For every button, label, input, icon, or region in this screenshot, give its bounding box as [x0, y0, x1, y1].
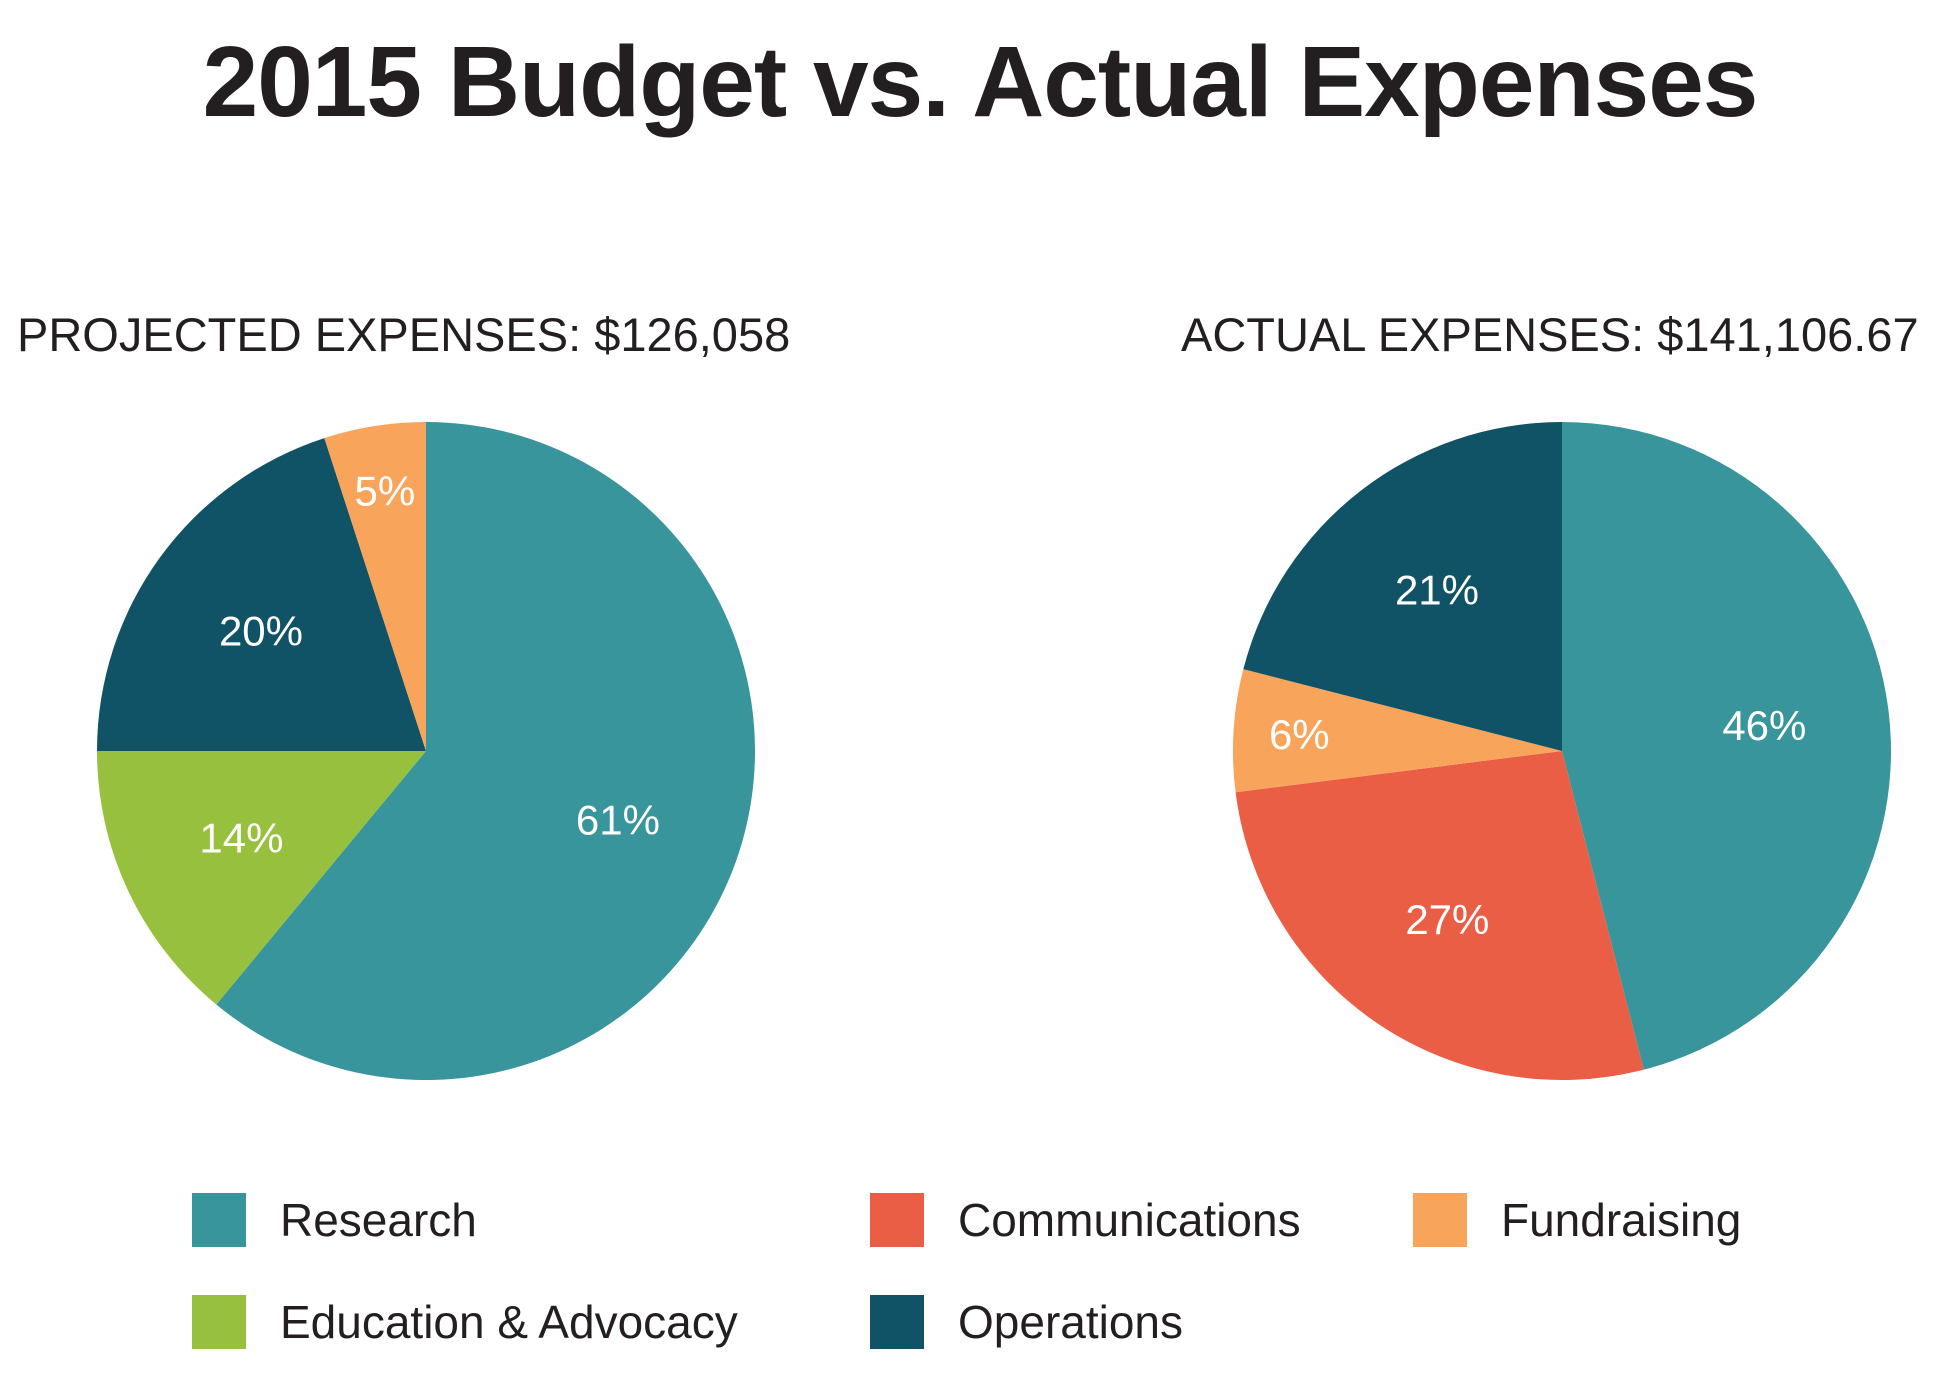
- legend-label-fundraising: Fundraising: [1501, 1194, 1742, 1246]
- projected-slice-research: [216, 422, 756, 1080]
- projected-expenses-pie: 61% 14% 20% 5%: [97, 422, 756, 1080]
- legend-label-education-advocacy: Education & Advocacy: [280, 1296, 738, 1348]
- actual-label-fundraising: 6%: [1269, 711, 1330, 758]
- legend-item-education-advocacy: Education & Advocacy: [192, 1292, 738, 1352]
- actual-slice-fundraising: [1233, 669, 1562, 793]
- projected-label-operations: 20%: [219, 608, 303, 655]
- legend-item-fundraising: Fundraising: [1413, 1190, 1741, 1250]
- actual-label-communications: 27%: [1405, 896, 1489, 943]
- legend-item-communications: Communications: [870, 1190, 1301, 1250]
- projected-slice-education-advocacy: [97, 751, 426, 1005]
- legend-swatch-communications: [870, 1193, 924, 1247]
- legend-label-communications: Communications: [958, 1194, 1301, 1246]
- actual-expenses-title: ACTUAL EXPENSES: $141,106.67: [1181, 308, 1919, 361]
- actual-expenses-pie: 46% 27% 6% 21%: [1233, 422, 1892, 1080]
- projected-slice-operations: [97, 438, 426, 751]
- legend-swatch-research: [192, 1193, 246, 1247]
- projected-label-research: 61%: [576, 797, 660, 844]
- actual-label-operations: 21%: [1395, 566, 1479, 613]
- legend-label-operations: Operations: [958, 1296, 1184, 1348]
- projected-slice-fundraising: [324, 422, 426, 751]
- legend-swatch-operations: [870, 1295, 924, 1349]
- chart-title: 2015 Budget vs. Actual Expenses: [202, 26, 1759, 138]
- legend-label-research: Research: [280, 1194, 477, 1246]
- projected-label-education-advocacy: 14%: [199, 814, 283, 861]
- actual-slice-communications: [1235, 751, 1644, 1080]
- legend-item-research: Research: [192, 1190, 477, 1250]
- actual-label-research: 46%: [1722, 702, 1806, 749]
- legend-item-operations: Operations: [870, 1292, 1183, 1352]
- actual-slice-research: [1562, 422, 1892, 1070]
- actual-slice-operations: [1243, 422, 1562, 751]
- projected-expenses-title: PROJECTED EXPENSES: $126,058: [17, 308, 791, 361]
- legend-swatch-fundraising: [1413, 1193, 1467, 1247]
- projected-label-fundraising: 5%: [354, 468, 415, 515]
- legend-swatch-education-advocacy: [192, 1295, 246, 1349]
